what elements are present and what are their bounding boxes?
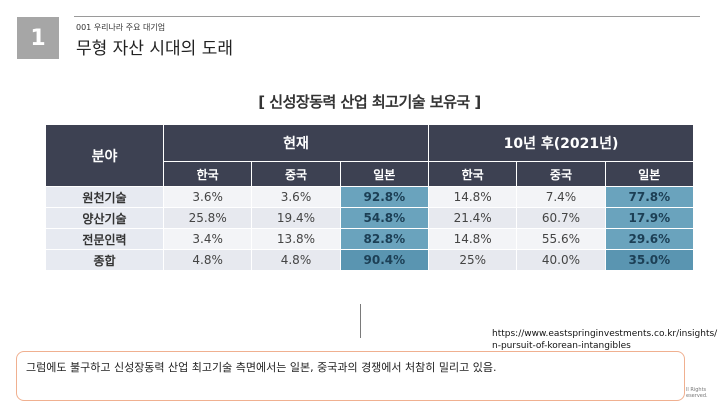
row-label: 양산기술 xyxy=(45,207,164,229)
table-heading: [ 신성장동력 산업 최고기술 보유국 ] xyxy=(258,93,481,111)
table-cell: 21.4% xyxy=(427,207,518,229)
table-cell: 7.4% xyxy=(516,186,606,208)
table-cell: 3.4% xyxy=(162,228,253,250)
rights-notice: ll Rights eserved. xyxy=(686,387,708,399)
column-header: 일본 xyxy=(604,161,695,187)
column-header: 한국 xyxy=(427,161,518,187)
source-url-line1[interactable]: https://www.eastspringinvestments.co.kr/… xyxy=(492,329,718,339)
table-cell: 3.6% xyxy=(162,186,253,208)
table-cell-highlight: 35.0% xyxy=(604,249,695,271)
table-cell: 4.8% xyxy=(251,249,341,271)
table-cell: 13.8% xyxy=(251,228,341,250)
table-row: 전문인력 3.4% 13.8% 82.8% 14.8% 55.6% 29.6% xyxy=(45,228,695,250)
table-cell: 4.8% xyxy=(162,249,253,271)
header-divider xyxy=(74,16,700,17)
table-cell: 60.7% xyxy=(516,207,606,229)
source-url-line2[interactable]: n-pursuit-of-korean-intangibles xyxy=(492,341,631,351)
column-header: 한국 xyxy=(162,161,253,187)
column-header: 중국 xyxy=(251,161,341,187)
rights-line1: ll Rights xyxy=(686,387,707,393)
row-label: 종합 xyxy=(45,249,164,271)
table-cell-highlight: 82.8% xyxy=(339,228,429,250)
table-cell: 19.4% xyxy=(251,207,341,229)
slide-number: 1 xyxy=(17,17,59,59)
rights-line2: eserved. xyxy=(686,393,708,399)
table-cell-highlight: 77.8% xyxy=(604,186,695,208)
table-row: 원천기술 3.6% 3.6% 92.8% 14.8% 7.4% 77.8% xyxy=(45,186,695,208)
table-row: 종합 4.8% 4.8% 90.4% 25% 40.0% 35.0% xyxy=(45,249,695,271)
table-cell: 25.8% xyxy=(162,207,253,229)
table-image: [ 신성장동력 산업 최고기술 보유국 ] 분야 현재 10년 후(2021년)… xyxy=(29,87,710,303)
group-header-future: 10년 후(2021년) xyxy=(427,124,695,162)
slide-subtitle: 001 우리나라 주요 대기업 xyxy=(76,23,166,32)
source-link[interactable]: https://www.eastspringinvestments.co.kr/… xyxy=(492,328,717,352)
column-header: 일본 xyxy=(339,161,429,187)
table-cell: 40.0% xyxy=(516,249,606,271)
table-cell: 3.6% xyxy=(251,186,341,208)
row-label: 원천기술 xyxy=(45,186,164,208)
column-header: 중국 xyxy=(516,161,606,187)
table-cell-highlight: 92.8% xyxy=(339,186,429,208)
comment-box: 그럼에도 불구하고 신성장동력 산업 최고기술 측면에서는 일본, 중국과의 경… xyxy=(16,351,685,401)
table-cell-highlight: 29.6% xyxy=(604,228,695,250)
group-header-current: 현재 xyxy=(163,124,429,162)
slide-title: 무형 자산 시대의 도래 xyxy=(76,39,233,59)
table-cell-highlight: 17.9% xyxy=(604,207,695,229)
table-cell-highlight: 90.4% xyxy=(339,249,429,271)
row-label: 전문인력 xyxy=(45,228,164,250)
tech-table: 분야 현재 10년 후(2021년) 한국 중국 일본 한국 중국 일본 원천기… xyxy=(45,124,695,271)
table-cell: 14.8% xyxy=(427,186,518,208)
field-header: 분야 xyxy=(45,124,164,187)
connector-line xyxy=(360,304,361,338)
table-row: 양산기술 25.8% 19.4% 54.8% 21.4% 60.7% 17.9% xyxy=(45,207,695,229)
table-cell-highlight: 54.8% xyxy=(339,207,429,229)
table-cell: 14.8% xyxy=(427,228,518,250)
table-cell: 25% xyxy=(427,249,518,271)
table-cell: 55.6% xyxy=(516,228,606,250)
